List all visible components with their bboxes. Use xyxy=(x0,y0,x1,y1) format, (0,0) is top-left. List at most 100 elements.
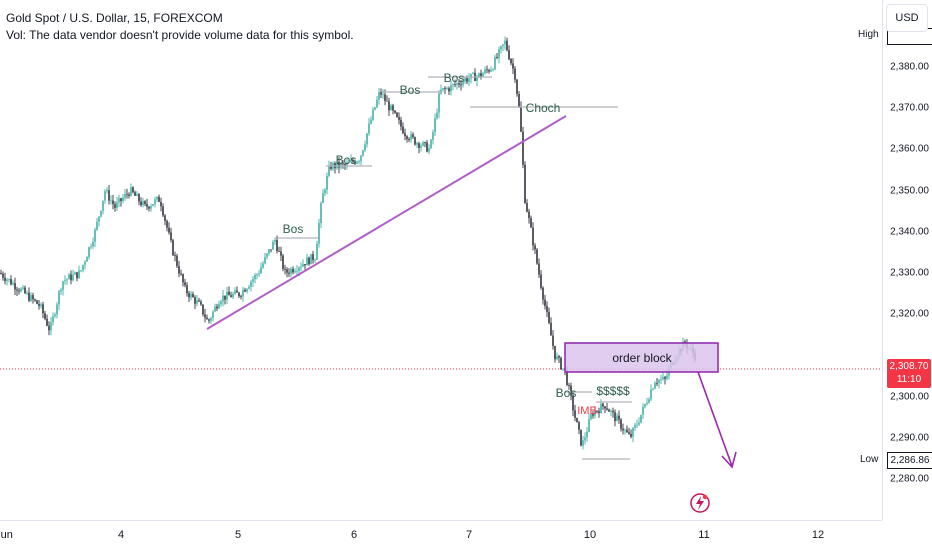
candle xyxy=(494,54,496,71)
trendline[interactable] xyxy=(206,115,567,330)
candle xyxy=(28,287,30,303)
currency-button[interactable]: USD xyxy=(886,4,928,32)
candle xyxy=(192,291,194,298)
candle xyxy=(588,413,590,433)
candle xyxy=(626,425,628,433)
candle xyxy=(510,57,512,66)
candles xyxy=(0,36,696,450)
candle xyxy=(134,190,136,196)
candle xyxy=(50,316,52,336)
candle xyxy=(536,248,538,265)
candle xyxy=(308,256,310,266)
candle xyxy=(84,260,86,270)
candle xyxy=(186,282,188,297)
candle xyxy=(498,46,500,64)
candle xyxy=(528,208,530,224)
price-tick: 2,300.00 xyxy=(890,391,929,403)
candle xyxy=(156,196,158,202)
candle xyxy=(42,301,44,319)
candle xyxy=(380,88,382,99)
candle xyxy=(390,103,392,111)
candle xyxy=(618,410,620,424)
candle xyxy=(272,240,274,250)
order-block-box[interactable] xyxy=(564,342,719,373)
chart-area[interactable]: Bos Bos Bos Bos Choch Bos $$$$$ IMB order block … xyxy=(0,0,882,520)
candle xyxy=(284,264,286,275)
candle xyxy=(278,246,280,252)
candle xyxy=(14,277,16,296)
candle xyxy=(594,405,596,419)
candle xyxy=(406,135,408,143)
candle xyxy=(444,86,446,94)
candle xyxy=(10,275,12,286)
candle xyxy=(562,368,564,372)
price-axis[interactable]: 2,380.00 2,370.00 2,360.00 2,350.00 2,340.00… xyxy=(882,0,932,520)
candle xyxy=(636,419,638,429)
candle xyxy=(6,277,8,286)
candle xyxy=(654,381,656,389)
candle xyxy=(430,138,432,150)
candle xyxy=(44,310,46,321)
candle xyxy=(458,79,460,88)
candle xyxy=(264,252,266,265)
candle xyxy=(12,280,14,286)
candle xyxy=(166,219,168,232)
bar-countdown: 11:10 xyxy=(896,374,922,385)
time-label: 10 xyxy=(583,529,597,541)
projection-arrow[interactable] xyxy=(697,371,733,467)
candle xyxy=(270,249,272,253)
time-axis[interactable]: Jun 4 5 6 7 10 11 12 xyxy=(0,520,882,551)
candle xyxy=(216,303,218,312)
price-chart[interactable]: Bos Bos Bos Bos Choch Bos $$$$$ IMB order block xyxy=(0,0,882,520)
candle xyxy=(404,128,406,141)
candle xyxy=(258,269,260,277)
candle xyxy=(546,301,548,318)
candle xyxy=(52,312,54,326)
candle xyxy=(352,157,354,164)
candle xyxy=(54,312,56,319)
candle xyxy=(62,280,64,296)
candle xyxy=(604,406,606,414)
candle xyxy=(638,417,640,426)
candle xyxy=(164,214,166,226)
bos-label: Bos xyxy=(400,83,421,97)
lightning-event-icon[interactable] xyxy=(690,493,710,513)
candle xyxy=(614,409,616,427)
candle xyxy=(122,194,124,204)
candle xyxy=(36,299,38,305)
bos-label: Bos xyxy=(444,71,465,85)
candle xyxy=(502,44,504,52)
candle xyxy=(170,227,172,243)
candle xyxy=(326,172,328,195)
candle xyxy=(382,89,384,99)
price-tick: 2,370.00 xyxy=(890,102,929,114)
candle xyxy=(416,141,418,148)
current-price-value: 2,308.70 xyxy=(889,361,929,372)
candle xyxy=(96,217,98,232)
candle xyxy=(276,235,278,254)
candle xyxy=(612,407,614,418)
candle xyxy=(148,205,150,212)
candle xyxy=(78,265,80,280)
candle xyxy=(136,191,138,197)
candle xyxy=(92,237,94,249)
candle xyxy=(74,271,76,275)
bos-label: Bos xyxy=(556,386,577,400)
candle xyxy=(440,84,442,95)
candle xyxy=(642,403,644,419)
candle xyxy=(128,192,130,199)
candle xyxy=(568,382,570,390)
time-label: 7 xyxy=(465,529,473,541)
candle xyxy=(368,118,370,136)
candle xyxy=(302,259,304,268)
candle xyxy=(488,68,490,74)
candle xyxy=(236,286,238,293)
candle xyxy=(420,143,422,152)
candle xyxy=(414,136,416,146)
candle xyxy=(66,278,68,285)
candle xyxy=(386,95,388,102)
candle xyxy=(256,273,258,280)
drawings[interactable]: Bos Bos Bos Bos Choch Bos $$$$$ IMB order block xyxy=(206,71,737,513)
candle xyxy=(482,71,484,77)
candle xyxy=(450,80,452,96)
